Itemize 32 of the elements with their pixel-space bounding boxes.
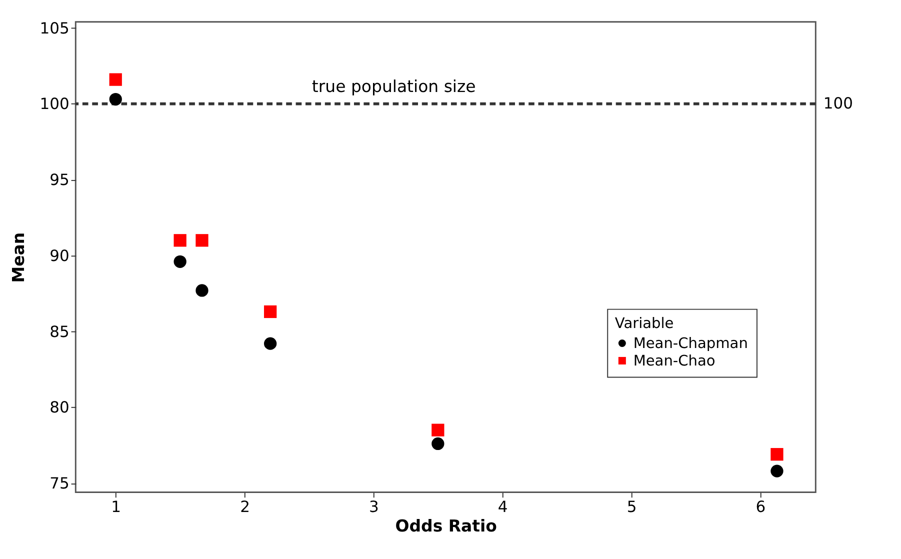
y-tick-label: 80: [50, 398, 70, 417]
point: [196, 284, 208, 297]
point: [174, 234, 186, 247]
point: [770, 464, 784, 478]
point: [264, 305, 277, 318]
text: 100: [823, 94, 854, 113]
point: [432, 437, 444, 450]
y-axis-title: Mean: [9, 232, 28, 283]
x-tick-label: 1: [111, 498, 122, 516]
legend-label: Mean-Chao: [633, 354, 716, 370]
x-tick-label: 2: [240, 498, 250, 516]
point: [109, 92, 122, 106]
y-tick-label: 75: [50, 474, 70, 493]
y-tick-label: 100: [40, 95, 70, 114]
point: [770, 448, 784, 461]
x-tick-label: 6: [756, 498, 766, 516]
x-tick-label: 3: [369, 498, 379, 516]
x-axis-title: Odds Ratio: [395, 516, 498, 536]
x-tick-label: 5: [626, 498, 637, 516]
point: [264, 337, 277, 350]
legend-title: Variable: [614, 316, 674, 332]
x-tick-label: 4: [498, 498, 508, 516]
y-tick-label: 85: [50, 322, 70, 341]
point: [432, 424, 444, 436]
y-tick-label: 90: [50, 246, 70, 265]
y-tick-label: 105: [40, 19, 70, 38]
y-tick-label: 95: [50, 171, 70, 190]
point: [196, 234, 208, 247]
legend-label: Mean-Chapman: [633, 336, 748, 352]
point: [174, 255, 186, 268]
point: [109, 73, 122, 86]
ref-line-label: true population size: [312, 77, 476, 96]
